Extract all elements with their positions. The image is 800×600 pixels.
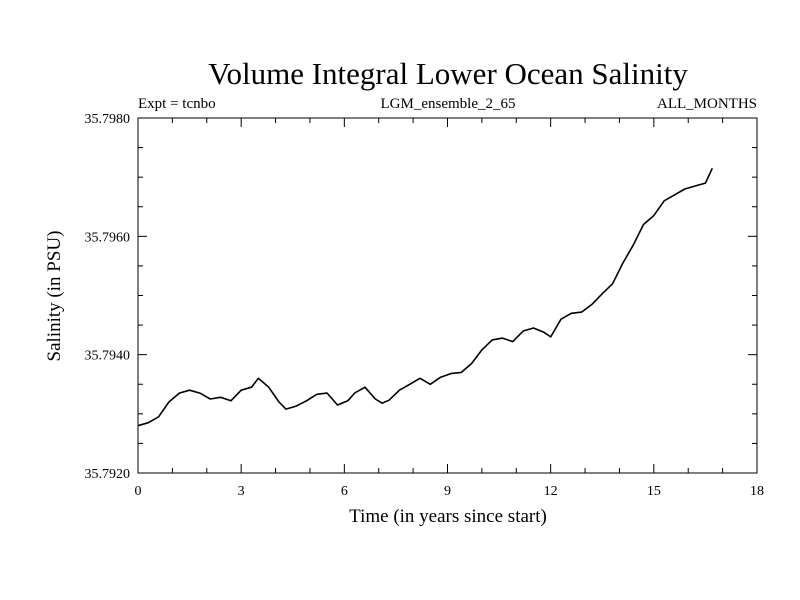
- plot-frame: [137, 117, 758, 474]
- y-axis: 35.7920 35.7940 35.7960 35.7980: [85, 112, 757, 482]
- subtitle-center: LGM_ensemble_2_65: [381, 96, 516, 112]
- y-tick-label: 35.7980: [85, 112, 131, 127]
- x-tick-label: 3: [238, 484, 245, 499]
- x-tick-label: 0: [135, 484, 142, 499]
- x-tick-label: 12: [544, 484, 558, 499]
- x-tick-label: 6: [341, 484, 348, 499]
- y-axis-label: Salinity (in PSU): [44, 231, 65, 362]
- subtitle-left: Expt = tcnbo: [138, 96, 216, 112]
- y-tick-label: 35.7940: [85, 349, 131, 364]
- series-layer: [137, 167, 714, 427]
- series-line-salinity: [137, 167, 714, 427]
- x-axis-label: Time (in years since start): [349, 506, 547, 527]
- x-tick-label: 18: [750, 484, 764, 499]
- chart-title: Volume Integral Lower Ocean Salinity: [208, 56, 688, 91]
- y-tick-label: 35.7960: [85, 230, 131, 245]
- x-tick-label: 15: [647, 484, 661, 499]
- subtitle-right: ALL_MONTHS: [657, 96, 757, 112]
- y-tick-label: 35.7920: [85, 467, 131, 482]
- x-tick-label: 9: [444, 484, 451, 499]
- x-axis: 0 3 6 9 12 15 18: [135, 118, 764, 499]
